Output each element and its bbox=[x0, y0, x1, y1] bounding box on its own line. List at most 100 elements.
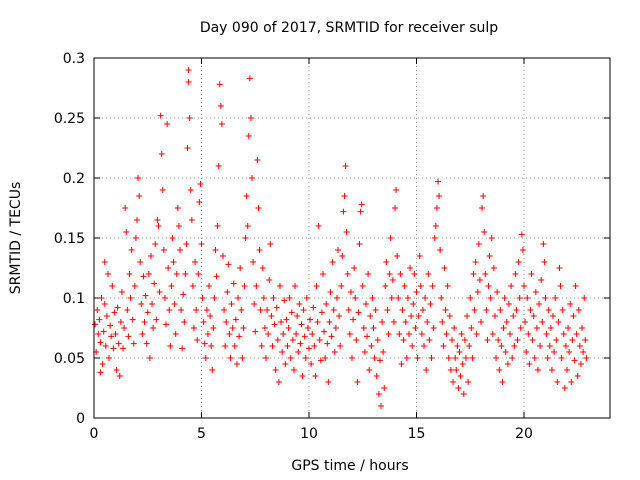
data-point bbox=[346, 331, 353, 337]
data-point bbox=[245, 133, 252, 139]
data-point bbox=[411, 271, 418, 277]
data-point bbox=[404, 295, 411, 301]
data-point bbox=[447, 367, 454, 373]
data-point bbox=[265, 331, 272, 337]
data-point bbox=[542, 295, 549, 301]
data-point bbox=[529, 337, 536, 343]
data-point bbox=[485, 283, 492, 289]
data-point bbox=[381, 385, 388, 391]
data-point bbox=[398, 361, 405, 367]
data-point bbox=[230, 280, 237, 287]
data-point bbox=[395, 295, 402, 301]
data-point bbox=[386, 271, 393, 277]
data-point bbox=[438, 295, 445, 301]
x-tick-label: 0 bbox=[90, 426, 99, 442]
data-point bbox=[185, 79, 192, 85]
data-point bbox=[500, 325, 507, 331]
data-point bbox=[526, 361, 533, 367]
data-point bbox=[258, 343, 265, 349]
data-point bbox=[139, 331, 146, 337]
data-point bbox=[470, 271, 477, 277]
data-point bbox=[260, 295, 267, 301]
data-point bbox=[545, 307, 552, 313]
data-point bbox=[570, 313, 577, 319]
data-point bbox=[415, 313, 422, 319]
data-point bbox=[388, 295, 395, 301]
data-point bbox=[495, 337, 502, 343]
data-point bbox=[137, 259, 144, 265]
data-point bbox=[479, 205, 486, 211]
data-point bbox=[272, 367, 279, 373]
data-point bbox=[292, 283, 299, 289]
data-point bbox=[487, 295, 494, 301]
data-point bbox=[184, 145, 191, 151]
data-point bbox=[403, 355, 410, 361]
data-point bbox=[240, 325, 247, 331]
data-point bbox=[484, 337, 491, 343]
data-point bbox=[227, 355, 234, 361]
data-point bbox=[268, 313, 275, 319]
y-tick-label: 0.05 bbox=[54, 351, 85, 367]
data-point bbox=[180, 291, 187, 298]
data-point bbox=[179, 345, 186, 352]
data-point bbox=[453, 367, 460, 373]
data-point bbox=[400, 337, 407, 343]
data-point bbox=[496, 367, 503, 373]
data-point bbox=[567, 301, 574, 307]
data-point bbox=[427, 301, 434, 307]
data-point bbox=[457, 373, 464, 379]
data-point bbox=[384, 307, 391, 313]
data-point bbox=[311, 343, 318, 349]
data-point bbox=[322, 355, 329, 361]
data-point bbox=[273, 304, 280, 311]
y-tick-label: 0 bbox=[76, 411, 85, 427]
data-point bbox=[287, 355, 294, 361]
y-tick-label: 0.1 bbox=[63, 291, 85, 307]
data-point bbox=[583, 355, 590, 361]
data-point bbox=[489, 331, 496, 337]
data-point bbox=[576, 343, 583, 349]
data-point bbox=[329, 259, 336, 265]
data-point bbox=[195, 271, 202, 277]
data-point bbox=[178, 307, 185, 313]
data-point bbox=[155, 223, 162, 229]
data-point bbox=[246, 75, 253, 82]
data-point bbox=[264, 307, 271, 313]
data-point bbox=[152, 241, 159, 247]
data-point bbox=[514, 337, 521, 343]
data-point bbox=[332, 325, 339, 331]
data-point bbox=[181, 319, 188, 325]
data-point bbox=[156, 289, 163, 295]
data-point bbox=[539, 319, 546, 325]
data-point bbox=[127, 295, 134, 301]
data-point bbox=[573, 331, 580, 337]
data-point bbox=[474, 289, 481, 295]
data-point bbox=[525, 331, 532, 337]
data-point bbox=[335, 247, 342, 253]
data-point bbox=[548, 367, 555, 373]
data-point bbox=[149, 301, 156, 307]
data-point bbox=[253, 283, 260, 289]
data-point bbox=[536, 301, 543, 307]
data-point bbox=[579, 325, 586, 331]
data-point bbox=[113, 367, 120, 373]
data-point bbox=[458, 331, 465, 337]
data-point bbox=[370, 325, 377, 331]
data-point bbox=[158, 151, 165, 157]
data-point bbox=[471, 307, 478, 313]
data-point bbox=[286, 295, 293, 301]
data-point bbox=[405, 331, 412, 337]
data-point bbox=[518, 231, 525, 238]
data-point bbox=[446, 313, 453, 319]
data-point bbox=[304, 325, 311, 331]
data-point bbox=[242, 235, 249, 241]
data-point bbox=[168, 283, 175, 289]
data-point bbox=[541, 259, 548, 265]
data-point bbox=[95, 331, 102, 337]
data-point bbox=[555, 319, 562, 325]
data-point bbox=[333, 295, 340, 301]
data-point bbox=[308, 361, 315, 367]
data-point bbox=[315, 223, 322, 229]
data-point bbox=[540, 241, 547, 247]
